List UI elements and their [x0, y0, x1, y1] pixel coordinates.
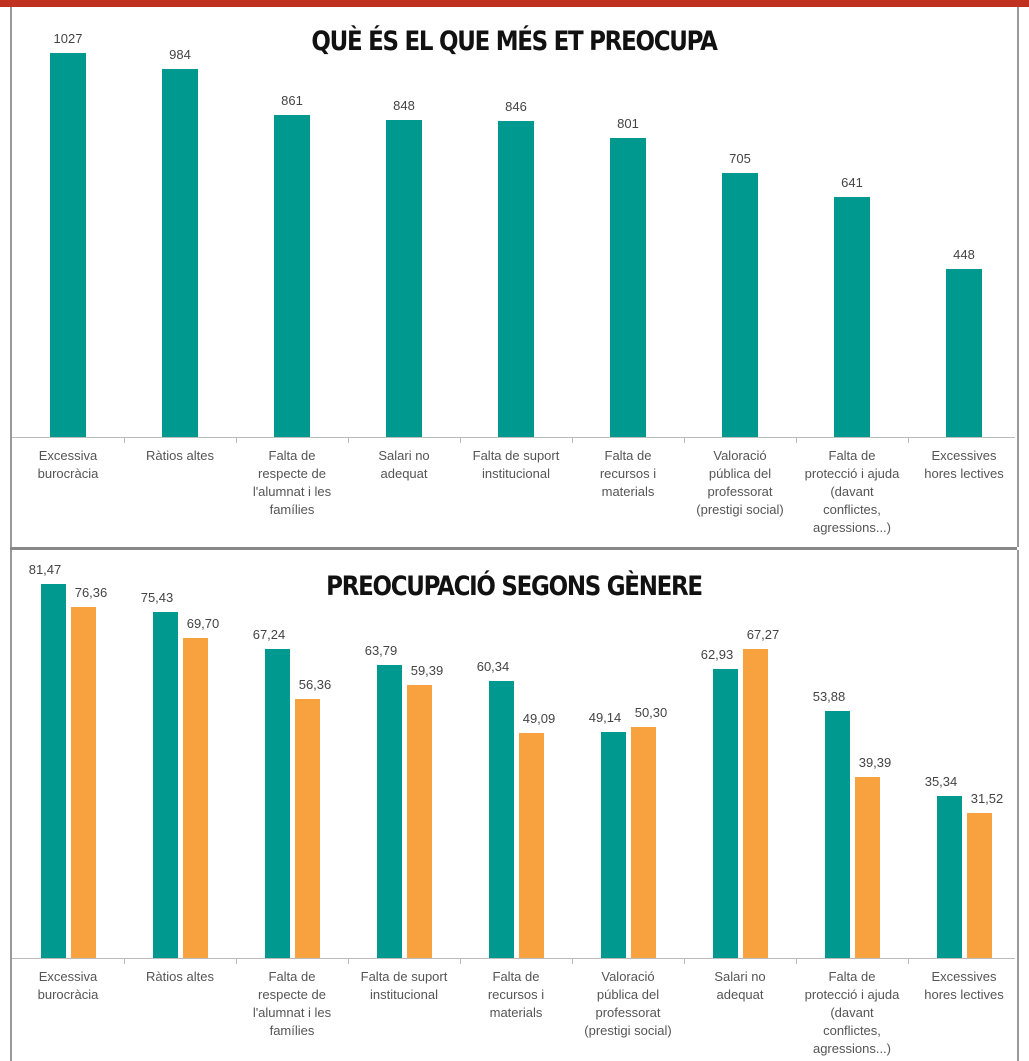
value-label: 448	[953, 247, 975, 263]
bar	[834, 197, 870, 437]
chart-title: PREOCUPACIÓ SEGONS GÈNERE	[326, 571, 703, 602]
x-tick-label: Excessiva burocràcia	[37, 969, 99, 1002]
value-label: 75,43	[140, 589, 174, 605]
bar	[406, 685, 432, 958]
tick	[236, 958, 237, 964]
value-label: 76,36	[74, 585, 108, 601]
value-label: 31,52	[970, 791, 1004, 807]
x-tick-label: Falta de protecció i ajuda (davant confl…	[804, 448, 900, 535]
bar	[386, 119, 422, 437]
bar	[824, 710, 850, 958]
value-label: 984	[169, 47, 191, 63]
bar	[600, 732, 626, 958]
bar	[498, 120, 534, 437]
value-label: 60,34	[476, 659, 510, 674]
tick	[908, 958, 909, 964]
tick	[460, 437, 461, 443]
x-tick-label: Falta de recursos i materials	[487, 969, 545, 1020]
value-label: 801	[617, 115, 639, 131]
tick	[572, 958, 573, 964]
bar	[264, 649, 290, 958]
value-label: 56,36	[298, 677, 332, 693]
value-label: 35,34	[924, 773, 958, 789]
value-label: 63,79	[364, 643, 398, 659]
bar	[630, 727, 656, 958]
bar	[376, 665, 402, 958]
bar	[294, 699, 320, 958]
tick	[908, 437, 909, 443]
bar	[70, 607, 96, 958]
x-tick-label: Falta de respecte de l'alumnat i les fam…	[252, 448, 332, 517]
value-label: 81,47	[28, 562, 62, 577]
value-label: 1027	[53, 31, 83, 46]
bar	[966, 813, 992, 958]
axis-line	[12, 958, 1015, 959]
value-label: 67,27	[746, 627, 780, 643]
value-label: 69,70	[186, 616, 220, 632]
x-tick-label: Ràtios altes	[146, 969, 214, 984]
x-tick-label: Falta de protecció i ajuda (davant confl…	[804, 969, 900, 1056]
bar	[274, 115, 310, 437]
tick	[124, 437, 125, 443]
tick	[460, 958, 461, 964]
tick	[572, 437, 573, 443]
bar	[854, 777, 880, 958]
x-tick-label: Valoració pública del professorat (prest…	[696, 448, 784, 517]
bar	[182, 638, 208, 958]
value-label: 59,39	[410, 663, 444, 679]
x-tick-label: Excessives hores lectives	[924, 448, 1004, 481]
top-bar	[0, 0, 1029, 7]
tick	[348, 437, 349, 443]
tick	[796, 958, 797, 964]
value-label: 861	[281, 93, 303, 109]
panel	[10, 7, 1019, 547]
tick	[236, 437, 237, 443]
bar	[488, 681, 514, 958]
bar	[518, 732, 544, 958]
x-tick-label: Excessiva burocràcia	[37, 448, 99, 481]
value-label: 848	[393, 97, 415, 113]
tick	[124, 958, 125, 964]
separator	[10, 547, 1017, 550]
value-label: 49,09	[522, 710, 556, 726]
bar	[40, 584, 66, 958]
bar	[162, 69, 198, 437]
value-label: 641	[841, 175, 863, 191]
bar	[722, 173, 758, 437]
bar	[936, 795, 962, 958]
tick	[684, 437, 685, 443]
x-tick-label: Salari no adequat	[378, 448, 430, 481]
axis-line	[12, 437, 1015, 438]
value-label: 67,24	[252, 627, 286, 643]
bar	[50, 53, 86, 437]
bar	[946, 269, 982, 437]
panel	[10, 550, 1019, 1061]
x-tick-label: Falta de respecte de l'alumnat i les fam…	[252, 969, 332, 1038]
value-label: 53,88	[812, 688, 846, 704]
value-label: 62,93	[700, 647, 734, 663]
x-tick-label: Falta de suport institucional	[360, 969, 448, 1002]
tick	[796, 437, 797, 443]
bar	[610, 137, 646, 437]
x-tick-label: Valoració pública del professorat (prest…	[584, 969, 672, 1038]
value-label: 705	[729, 151, 751, 167]
chart-title: QUÈ ÉS EL QUE MÉS ET PREOCUPA	[311, 26, 717, 57]
x-tick-label: Falta de recursos i materials	[599, 448, 657, 499]
tick	[684, 958, 685, 964]
bar	[152, 611, 178, 958]
value-label: 49,14	[588, 710, 622, 726]
value-label: 846	[505, 98, 527, 114]
bar	[712, 669, 738, 958]
x-tick-label: Falta de suport institucional	[472, 448, 560, 481]
x-tick-label: Excessives hores lectives	[924, 969, 1004, 1002]
x-tick-label: Salari no adequat	[714, 969, 766, 1002]
tick	[348, 958, 349, 964]
value-label: 39,39	[858, 755, 892, 771]
bar	[742, 649, 768, 958]
x-tick-label: Ràtios altes	[146, 448, 214, 463]
value-label: 50,30	[634, 705, 668, 721]
